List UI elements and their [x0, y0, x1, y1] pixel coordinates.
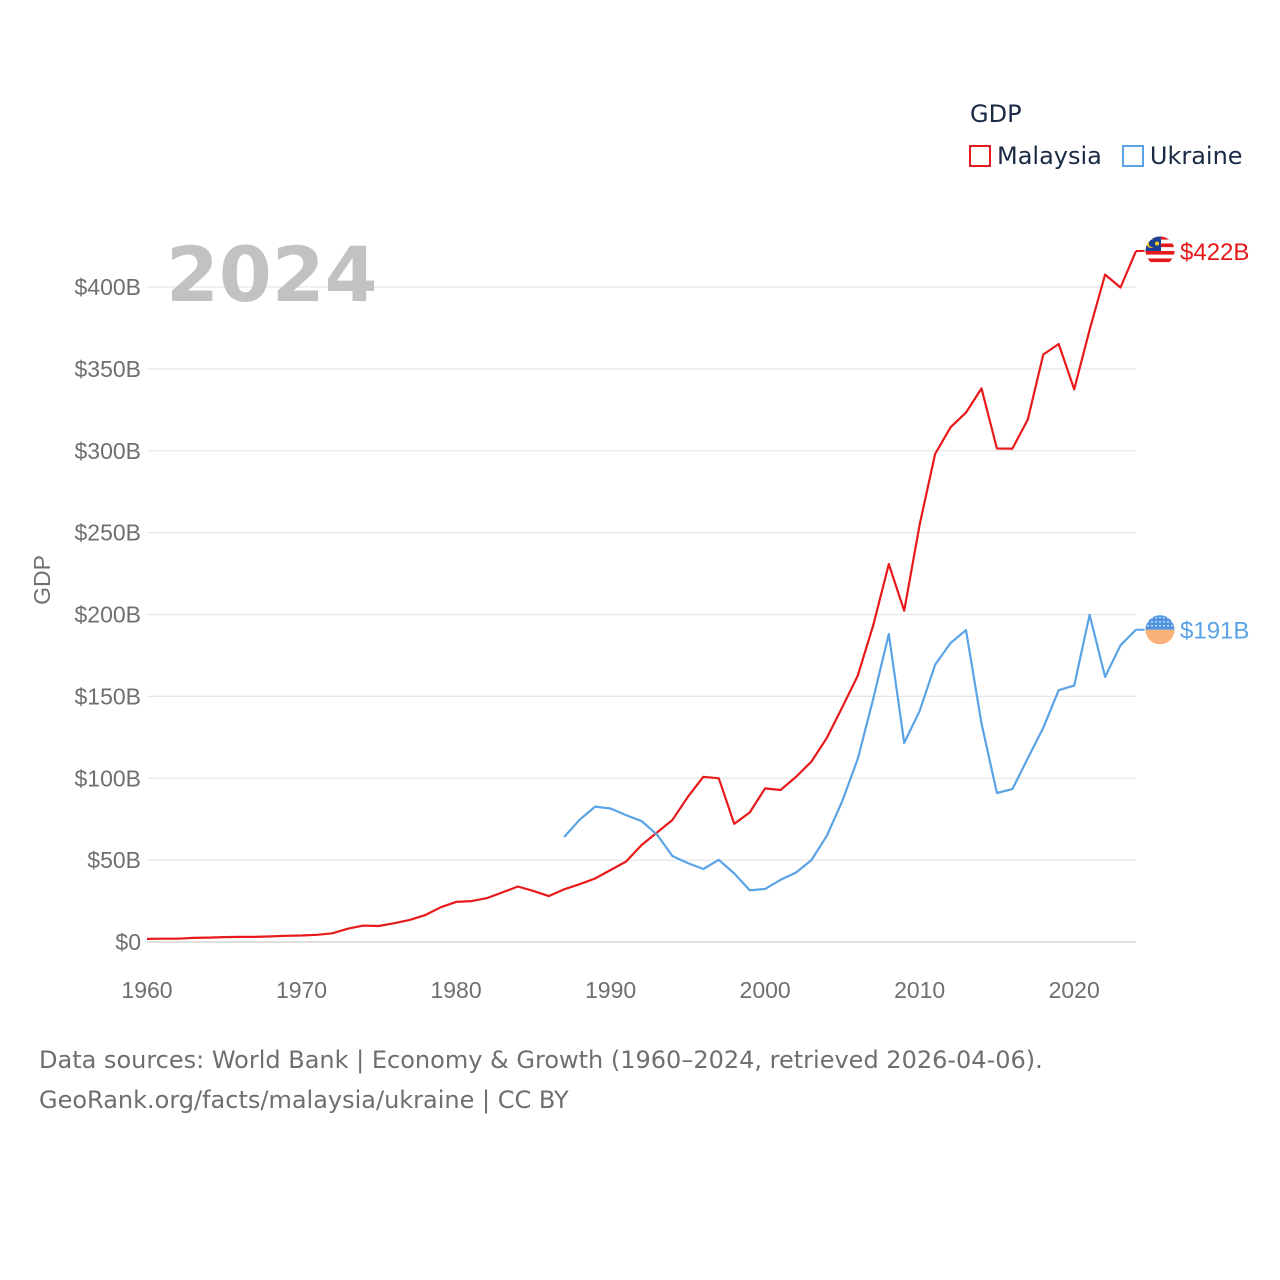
legend-item-ukraine[interactable]: Ukraine	[1121, 142, 1243, 170]
grid-lines	[147, 286, 1136, 943]
footer-sources: Data sources: World Bank | Economy & Gro…	[39, 1046, 1043, 1074]
x-tick-label: 1980	[430, 977, 481, 1003]
y-tick-label: $100B	[74, 765, 141, 791]
series-lines	[146, 250, 1138, 940]
series-line-ukraine	[563, 613, 1137, 892]
series-line-malaysia	[146, 250, 1138, 940]
x-axis-ticks: 1960 1970 1980 1990 2000 2010 2020	[121, 977, 1099, 1003]
legend-label-ukraine: Ukraine	[1149, 142, 1243, 170]
x-tick-label: 1970	[276, 977, 327, 1003]
end-value-label: $191B	[1180, 618, 1249, 645]
legend-label-malaysia: Malaysia	[997, 142, 1102, 170]
y-axis-label: GDP	[29, 555, 55, 605]
legend-swatch-malaysia	[969, 145, 991, 167]
legend-title: GDP	[970, 100, 1022, 128]
x-tick-label: 2020	[1049, 977, 1100, 1003]
y-axis-ticks: $0 $50B $100B $150B $200B $250B $300B $350B $400…	[74, 274, 141, 955]
y-tick-label: $200B	[74, 602, 141, 628]
x-tick-label: 2010	[894, 977, 945, 1003]
y-tick-label: $400B	[74, 274, 141, 300]
legend: Malaysia Ukraine	[969, 142, 1243, 170]
ukraine-flag-icon	[1144, 614, 1176, 646]
y-tick-label: $350B	[74, 356, 141, 382]
x-tick-label: 2000	[740, 977, 791, 1003]
malaysia-flag-icon	[1144, 235, 1176, 267]
y-tick-label: $50B	[87, 847, 141, 873]
end-value-label: $422B	[1180, 239, 1249, 266]
legend-item-malaysia[interactable]: Malaysia	[969, 142, 1102, 170]
end-markers: $422B $191B	[1136, 235, 1249, 646]
y-tick-label: $150B	[74, 683, 141, 709]
footer: Data sources: World Bank | Economy & Gro…	[39, 1040, 1043, 1120]
x-tick-label: 1960	[121, 977, 172, 1003]
y-tick-label: $0	[115, 929, 141, 955]
legend-swatch-ukraine	[1121, 145, 1144, 167]
y-tick-label: $250B	[74, 520, 141, 546]
y-tick-label: $300B	[74, 438, 141, 464]
x-tick-label: 1990	[585, 977, 636, 1003]
current-year-label: 2024	[166, 230, 378, 319]
footer-link[interactable]: GeoRank.org/facts/malaysia/ukraine | CC …	[39, 1086, 569, 1114]
